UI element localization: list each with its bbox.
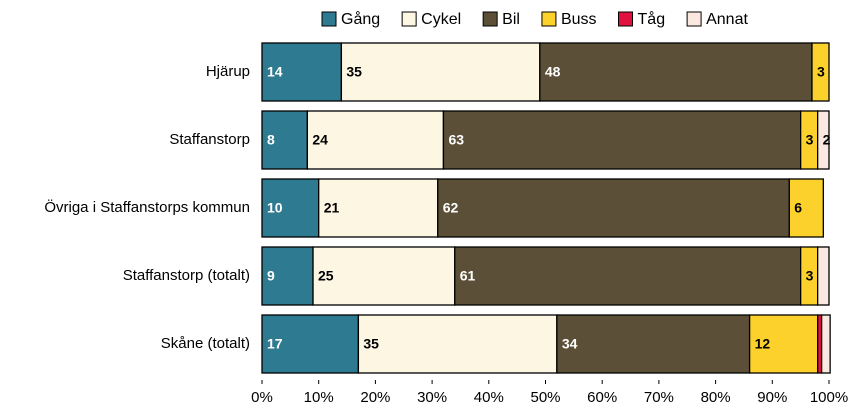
- bar-segment: [442, 110, 802, 170]
- bar-segment: [748, 314, 819, 374]
- legend-label: Buss: [561, 11, 597, 28]
- y-tick-label: Staffanstorp: [169, 131, 250, 148]
- legend-label: Tåg: [638, 10, 666, 28]
- bar-segment: [261, 178, 320, 238]
- bar-segment: [318, 178, 439, 238]
- bar-segment: [306, 110, 445, 170]
- legend-label: Bil: [502, 11, 520, 28]
- bar-segment: [340, 42, 541, 102]
- bar-segment: [261, 246, 314, 306]
- x-tick-label: 40%: [474, 389, 504, 406]
- bar-segment: [820, 314, 831, 374]
- data-label: 3: [806, 132, 814, 148]
- legend-swatch: [541, 11, 557, 27]
- data-label: 14: [267, 64, 283, 80]
- bar-segment: [817, 246, 830, 306]
- y-tick-label: Staffanstorp (totalt): [123, 267, 250, 284]
- data-label: 25: [318, 268, 334, 284]
- bar-segment: [261, 110, 309, 170]
- bar-segment: [312, 246, 456, 306]
- bar-segment: [539, 42, 813, 102]
- legend-label: Annat: [706, 11, 748, 28]
- data-label: 48: [545, 64, 561, 80]
- x-tick-label: 30%: [417, 389, 447, 406]
- data-label: 3: [806, 268, 814, 284]
- data-label: 63: [448, 132, 464, 148]
- legend-swatch: [618, 11, 634, 27]
- legend-swatch: [482, 11, 498, 27]
- data-label: 3: [817, 64, 825, 80]
- x-tick-label: 70%: [644, 389, 674, 406]
- data-label: 6: [794, 200, 802, 216]
- y-tick-label: Skåne (totalt): [161, 335, 250, 352]
- data-label: 35: [363, 336, 379, 352]
- data-label: 24: [312, 132, 328, 148]
- data-label: 34: [562, 336, 578, 352]
- legend-label: Gång: [341, 10, 380, 28]
- data-label: 10: [267, 200, 283, 216]
- bar-segment: [454, 246, 802, 306]
- x-tick-label: 0%: [251, 389, 273, 406]
- legend-label: Cykel: [421, 11, 461, 28]
- x-tick-label: 100%: [810, 389, 848, 406]
- data-label: 9: [267, 268, 275, 284]
- data-label: 62: [443, 200, 459, 216]
- x-tick-label: 10%: [304, 389, 334, 406]
- data-label: 12: [755, 336, 771, 352]
- bar-segment: [261, 314, 360, 374]
- bar-segment: [357, 314, 558, 374]
- legend-swatch: [321, 11, 337, 27]
- bar-segment: [788, 178, 824, 238]
- data-label: 21: [324, 200, 340, 216]
- bar-segment: [556, 314, 751, 374]
- data-label: 17: [267, 336, 283, 352]
- bar-segment: [261, 42, 343, 102]
- y-tick-label: Övriga i Staffanstorps kommun: [44, 198, 250, 216]
- data-label: 2: [823, 132, 831, 148]
- legend-swatch: [401, 11, 417, 27]
- legend-swatch: [686, 11, 702, 27]
- bar-segment: [817, 110, 830, 170]
- bar-segment: [437, 178, 790, 238]
- y-tick-label: Hjärup: [206, 63, 250, 80]
- x-tick-label: 50%: [530, 389, 560, 406]
- data-label: 8: [267, 132, 275, 148]
- data-label: 61: [460, 268, 476, 284]
- x-tick-label: 60%: [587, 389, 617, 406]
- x-tick-label: 80%: [701, 389, 731, 406]
- bar-segment: [811, 42, 830, 102]
- x-tick-label: 90%: [757, 389, 787, 406]
- data-label: 35: [346, 64, 362, 80]
- x-tick-label: 20%: [360, 389, 390, 406]
